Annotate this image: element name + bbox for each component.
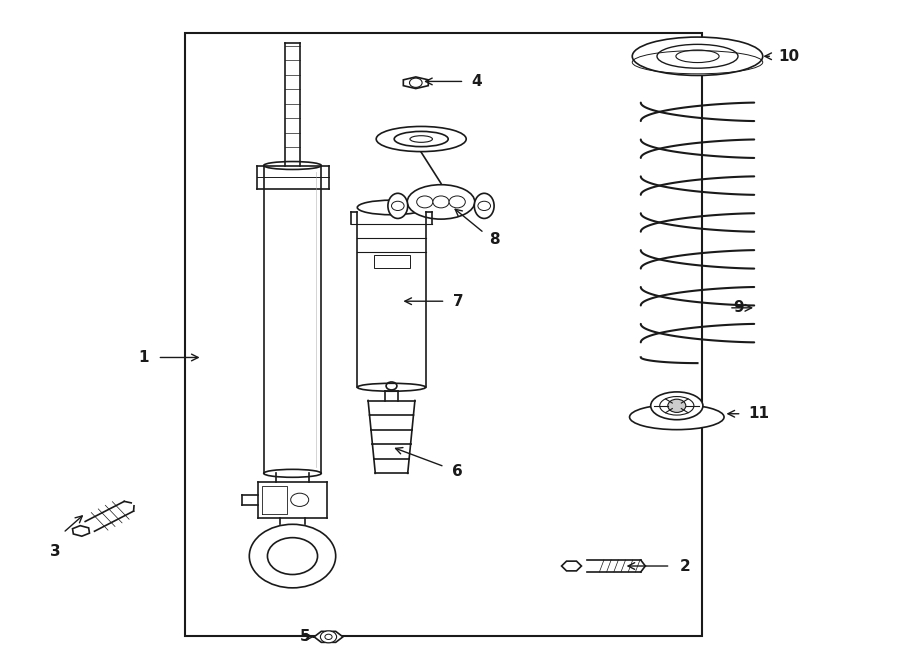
Circle shape [433,196,449,208]
Text: 3: 3 [50,544,61,559]
Text: 7: 7 [453,294,464,308]
Polygon shape [562,561,581,571]
Ellipse shape [394,132,448,147]
Circle shape [320,631,337,643]
Ellipse shape [629,404,724,430]
Text: 9: 9 [734,301,744,315]
Ellipse shape [676,50,719,63]
Ellipse shape [474,193,494,218]
Ellipse shape [632,37,763,75]
Ellipse shape [651,392,703,420]
Text: 2: 2 [680,559,690,573]
Bar [374,255,410,268]
Circle shape [668,399,686,412]
Text: 1: 1 [138,350,148,365]
Text: 5: 5 [300,630,310,644]
Circle shape [449,196,465,208]
Ellipse shape [660,397,694,415]
Ellipse shape [388,193,408,218]
Polygon shape [314,632,343,642]
Text: 11: 11 [749,406,770,421]
Polygon shape [73,526,89,536]
Ellipse shape [264,162,321,169]
Text: 6: 6 [452,464,463,479]
Ellipse shape [407,185,475,219]
Ellipse shape [657,44,738,68]
Text: 4: 4 [472,74,482,89]
Polygon shape [403,77,428,89]
Bar [357,212,426,387]
Bar [264,166,321,473]
Circle shape [417,196,433,208]
Ellipse shape [357,200,426,214]
Ellipse shape [357,383,426,391]
Text: 10: 10 [778,49,799,64]
Text: 8: 8 [489,232,500,247]
Circle shape [249,524,336,588]
Circle shape [267,538,318,575]
Bar [184,33,702,636]
Ellipse shape [376,126,466,152]
